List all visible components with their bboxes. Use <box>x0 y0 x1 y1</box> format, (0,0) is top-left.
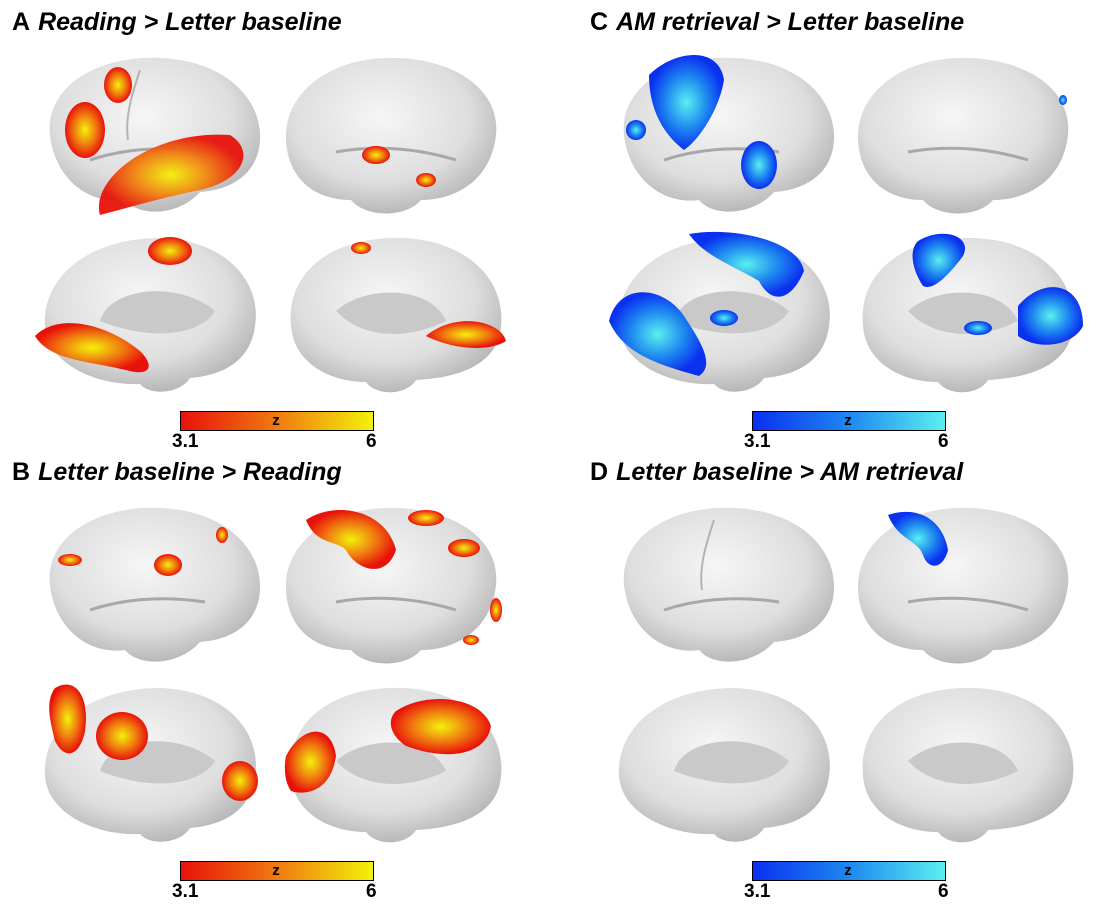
panel-letter: B <box>12 458 31 486</box>
colorbar-min: 3.1 <box>744 431 771 452</box>
brain-left-lateral <box>623 55 835 212</box>
brain-right-medial <box>290 237 506 393</box>
brain-left-medial <box>609 231 830 392</box>
colorbar-label: z <box>272 412 280 429</box>
brain-right-medial <box>862 687 1074 843</box>
colorbar-min: 3.1 <box>172 431 199 452</box>
colorbar-d: z 3.1 6 <box>744 861 952 909</box>
colorbar-b: z 3.1 6 <box>172 861 380 909</box>
colorbar-max: 6 <box>938 881 949 902</box>
brain-right-medial <box>284 687 502 843</box>
brain-left-medial <box>618 688 830 842</box>
brain-right-lateral <box>285 57 497 214</box>
panel-letter: A <box>12 8 31 36</box>
colorbar-gradient <box>752 861 946 881</box>
panel-title-b: B Letter baseline > Reading <box>12 458 342 487</box>
brain-left-medial <box>44 684 258 842</box>
colorbar-min: 3.1 <box>172 881 199 902</box>
panel-title-text: Letter baseline > Reading <box>38 458 342 486</box>
brain-right-medial <box>862 233 1083 393</box>
panel-title-text: Letter baseline > AM retrieval <box>616 458 964 486</box>
colorbar-label: z <box>844 862 852 879</box>
colorbar-gradient <box>752 411 946 431</box>
brain-left-lateral <box>49 507 261 662</box>
brain-right-lateral <box>857 507 1069 664</box>
panel-d: D Letter baseline > AM retrieval z 3.1 6 <box>590 458 1099 908</box>
colorbar-max: 6 <box>938 431 949 452</box>
panel-title-text: AM retrieval > Letter baseline <box>616 8 965 36</box>
panel-title-d: D Letter baseline > AM retrieval <box>590 458 963 487</box>
brain-right-lateral <box>285 507 502 664</box>
panel-b: B Letter baseline > Reading z 3.1 6 <box>12 458 552 908</box>
panel-letter: D <box>590 458 609 486</box>
panel-letter: C <box>590 8 609 36</box>
colorbar-gradient <box>180 861 374 881</box>
panel-c: C AM retrieval > Letter baseline z 3.1 6 <box>590 8 1099 458</box>
colorbar-label: z <box>272 862 280 879</box>
colorbar-c: z 3.1 6 <box>744 411 952 459</box>
colorbar-max: 6 <box>366 431 377 452</box>
panel-title-text: Reading > Letter baseline <box>38 8 342 36</box>
panel-title-c: C AM retrieval > Letter baseline <box>590 8 964 37</box>
brain-left-lateral <box>49 57 261 215</box>
panel-title-a: A Reading > Letter baseline <box>12 8 342 37</box>
brain-left-medial <box>35 237 256 392</box>
colorbar-label: z <box>844 412 852 429</box>
colorbar-gradient <box>180 411 374 431</box>
brain-right-lateral <box>857 57 1069 214</box>
colorbar-min: 3.1 <box>744 881 771 902</box>
colorbar-a: z 3.1 6 <box>172 411 380 459</box>
brain-left-lateral <box>623 507 835 662</box>
panel-a: A Reading > Letter baseline z 3.1 6 <box>12 8 552 458</box>
colorbar-max: 6 <box>366 881 377 902</box>
